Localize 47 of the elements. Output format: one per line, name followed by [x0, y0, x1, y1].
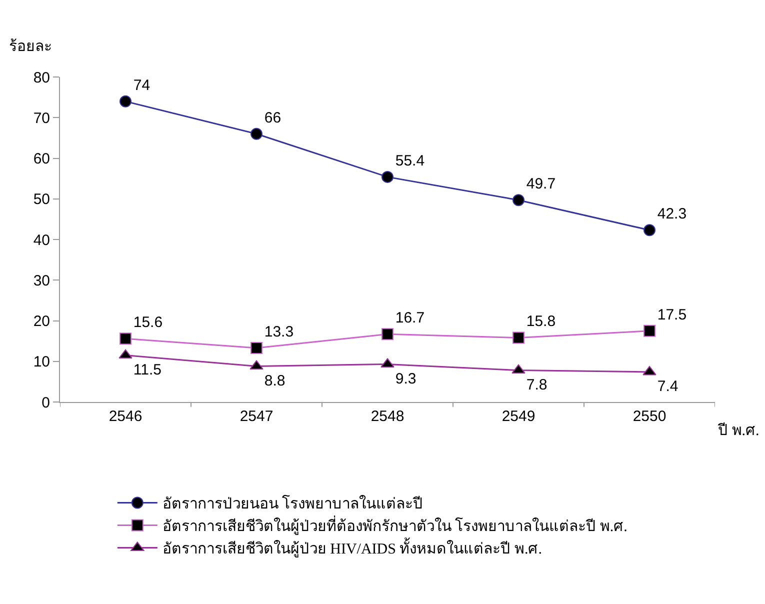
x-tick-label: 2548 [370, 408, 404, 425]
data-label: 7.8 [526, 376, 548, 394]
data-label: 42.3 [657, 206, 687, 223]
point [250, 128, 262, 140]
data-label: 15.6 [133, 314, 163, 332]
x-tick-label: 2546 [108, 408, 142, 425]
data-label: 8.8 [264, 372, 286, 390]
legend-label: อัตราการเสียชีวิตในผู้ป่วย HIV/AIDS ทั้งหมดในแต่ละปี พ.ศ. [162, 538, 542, 558]
y-tick-label: 80 [33, 69, 50, 86]
data-label: 7.4 [657, 378, 678, 396]
point [250, 342, 262, 354]
y-tick-label: 40 [33, 232, 50, 249]
point [120, 332, 132, 345]
data-label: 13.3 [264, 323, 294, 340]
legend-label: อัตราการเสียชีวิตในผู้ป่วยที่ต้องพักรักษาตัวใน โรงพยาบาลในแต่ละปี พ.ศ. [162, 515, 628, 536]
point [644, 324, 656, 337]
data-label: 17.5 [657, 306, 687, 324]
point [382, 328, 394, 340]
point [512, 194, 524, 206]
y-tick-label: 60 [33, 150, 50, 168]
data-label: 9.3 [395, 370, 416, 388]
y-tick-label: 50 [33, 191, 50, 208]
data-label: 74 [133, 76, 150, 94]
point [642, 366, 656, 376]
data-label: 11.5 [133, 361, 162, 378]
y-tick-label: 10 [33, 354, 50, 371]
data-label: 49.7 [526, 175, 556, 192]
data-label: 55.4 [395, 152, 425, 170]
y-tick-label: 0 [42, 394, 50, 412]
point [512, 332, 524, 344]
y-tick-label: 30 [33, 272, 50, 290]
y-axis-title: ร้อยละ [9, 38, 52, 55]
point [512, 364, 526, 374]
y-tick-label: 70 [33, 110, 50, 127]
data-label: 16.7 [395, 310, 425, 327]
data-label: 15.8 [526, 313, 556, 330]
y-tick-label: 20 [33, 313, 50, 330]
x-tick-label: 2549 [502, 408, 536, 425]
point [118, 349, 132, 359]
data-label: 66 [264, 109, 282, 126]
x-tick-label: 2550 [632, 408, 666, 425]
legend-label: อัตราการป่วยนอน โรงพยาบาลในแต่ละปี [162, 494, 424, 513]
x-axis-title: ปี พ.ศ. [717, 422, 760, 439]
point [382, 170, 394, 183]
point [644, 224, 656, 236]
point [120, 95, 132, 108]
x-tick-label: 2547 [240, 408, 274, 425]
